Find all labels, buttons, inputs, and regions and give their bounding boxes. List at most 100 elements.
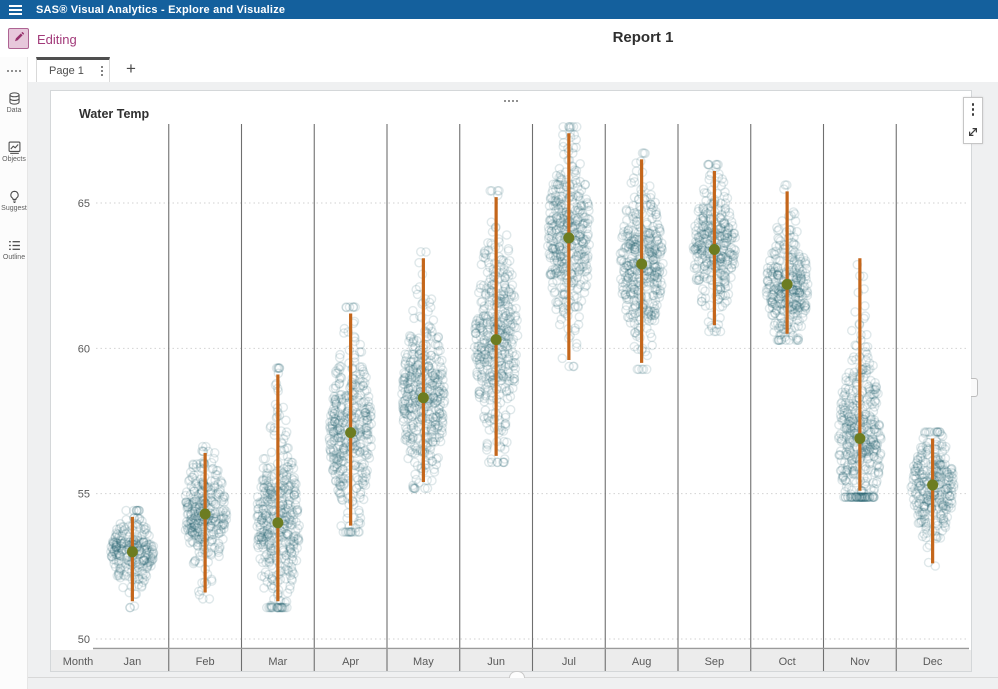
data-point[interactable]: [111, 540, 122, 551]
data-point[interactable]: [485, 356, 495, 367]
data-point[interactable]: [189, 494, 199, 504]
data-point[interactable]: [262, 528, 272, 539]
data-point[interactable]: [485, 186, 496, 196]
data-point[interactable]: [264, 556, 274, 567]
data-point[interactable]: [282, 530, 293, 540]
data-point[interactable]: [643, 266, 653, 276]
data-point[interactable]: [643, 230, 654, 241]
data-point[interactable]: [503, 271, 514, 281]
data-point[interactable]: [282, 520, 292, 531]
data-point[interactable]: [398, 416, 409, 427]
data-point[interactable]: [335, 425, 345, 436]
data-point[interactable]: [189, 486, 199, 497]
data-point[interactable]: [281, 415, 291, 426]
data-point[interactable]: [256, 571, 267, 581]
data-point[interactable]: [407, 368, 418, 378]
data-point[interactable]: [256, 531, 267, 542]
data-point[interactable]: [700, 250, 711, 261]
data-point[interactable]: [644, 240, 655, 250]
data-point[interactable]: [183, 525, 193, 535]
data-point[interactable]: [280, 597, 290, 608]
data-point[interactable]: [501, 230, 512, 240]
data-point[interactable]: [794, 288, 805, 298]
data-point[interactable]: [574, 265, 585, 276]
data-point[interactable]: [356, 347, 367, 357]
data-point[interactable]: [790, 291, 801, 302]
data-point[interactable]: [723, 225, 733, 235]
data-point[interactable]: [548, 179, 559, 190]
data-point[interactable]: [357, 362, 367, 372]
data-point[interactable]: [258, 505, 269, 515]
data-point[interactable]: [410, 373, 421, 383]
data-point[interactable]: [286, 460, 297, 470]
data-point[interactable]: [335, 489, 345, 499]
data-point[interactable]: [332, 418, 343, 429]
data-point[interactable]: [142, 548, 152, 558]
data-point[interactable]: [336, 401, 346, 412]
data-point[interactable]: [116, 563, 126, 574]
data-point[interactable]: [774, 271, 784, 281]
data-point[interactable]: [260, 510, 271, 520]
data-point[interactable]: [111, 542, 121, 552]
data-point[interactable]: [728, 253, 739, 264]
data-point[interactable]: [412, 368, 423, 379]
data-point[interactable]: [116, 544, 127, 555]
data-point[interactable]: [711, 291, 721, 301]
data-point[interactable]: [543, 233, 554, 244]
data-point[interactable]: [720, 252, 731, 262]
data-point[interactable]: [482, 317, 493, 327]
data-point[interactable]: [431, 333, 442, 344]
data-point[interactable]: [498, 267, 509, 277]
data-point[interactable]: [655, 288, 666, 299]
data-point[interactable]: [579, 287, 590, 298]
data-point[interactable]: [501, 310, 512, 321]
data-point[interactable]: [635, 233, 645, 243]
data-point[interactable]: [400, 406, 410, 416]
data-point[interactable]: [703, 159, 714, 170]
data-point[interactable]: [145, 551, 156, 562]
data-point[interactable]: [497, 352, 507, 363]
add-page-button[interactable]: +: [126, 59, 136, 78]
data-point[interactable]: [616, 274, 626, 284]
swarm-oct[interactable]: [761, 180, 813, 345]
data-point[interactable]: [120, 561, 130, 572]
data-point[interactable]: [437, 409, 448, 420]
data-point[interactable]: [193, 523, 204, 534]
data-point[interactable]: [726, 230, 737, 241]
data-point[interactable]: [192, 527, 203, 538]
data-point[interactable]: [652, 266, 663, 277]
data-point[interactable]: [437, 369, 447, 380]
data-point[interactable]: [284, 584, 295, 594]
data-point[interactable]: [209, 482, 220, 493]
data-point[interactable]: [582, 264, 593, 274]
data-point[interactable]: [333, 454, 344, 465]
data-point[interactable]: [644, 246, 655, 257]
data-point[interactable]: [338, 443, 349, 454]
data-point[interactable]: [729, 244, 739, 254]
data-point[interactable]: [259, 482, 269, 493]
data-point[interactable]: [185, 528, 195, 539]
data-point[interactable]: [264, 489, 275, 499]
data-point[interactable]: [500, 283, 511, 294]
data-point[interactable]: [718, 264, 728, 275]
data-point[interactable]: [550, 250, 561, 261]
data-point[interactable]: [654, 223, 665, 234]
data-point[interactable]: [646, 273, 657, 283]
data-point[interactable]: [328, 445, 339, 456]
data-point[interactable]: [329, 416, 340, 427]
data-point[interactable]: [553, 210, 564, 221]
data-point[interactable]: [282, 602, 292, 613]
data-point[interactable]: [398, 396, 408, 407]
data-point[interactable]: [723, 289, 734, 299]
data-point[interactable]: [503, 243, 514, 254]
data-point[interactable]: [647, 314, 657, 325]
data-point[interactable]: [476, 297, 486, 307]
data-point[interactable]: [497, 345, 507, 356]
data-point[interactable]: [724, 247, 735, 258]
data-point[interactable]: [191, 495, 201, 505]
data-point[interactable]: [715, 289, 726, 300]
data-point[interactable]: [139, 555, 149, 566]
data-point[interactable]: [206, 457, 217, 468]
data-point[interactable]: [435, 394, 446, 405]
data-point[interactable]: [424, 384, 435, 395]
